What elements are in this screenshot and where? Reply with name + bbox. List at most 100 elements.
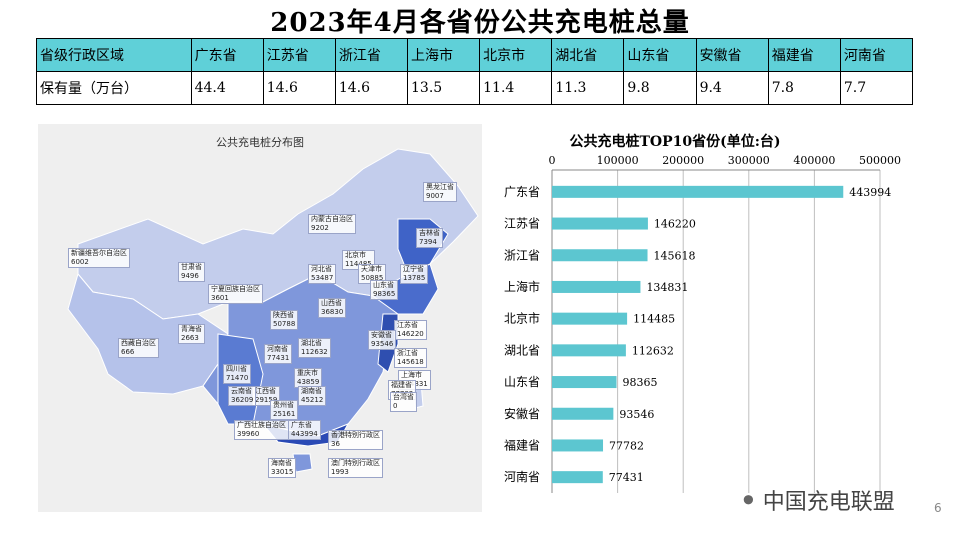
x-tick-label: 100000 (597, 154, 639, 167)
bar (552, 280, 641, 293)
map-label-name: 内蒙古自治区 (311, 215, 353, 223)
table-value-cell: 44.4 (190, 71, 264, 105)
category-label: 江苏省 (504, 217, 540, 231)
map-label-value: 45212 (301, 396, 324, 404)
distribution-map: 公共充电桩分布图 黑龙江省 9007 吉林省 7394 辽宁省 13785 内蒙古自治区 92… (38, 124, 482, 512)
map-label-value: 7394 (419, 238, 437, 246)
map-label-value: 43859 (297, 378, 320, 386)
table-value-cell: 11.3 (551, 71, 625, 105)
bar (552, 471, 603, 484)
map-label-name: 安徽省 (371, 331, 392, 339)
top10-bar-chart: 公共充电桩TOP10省份(单位:台) 0 100000 200000 300000 400… (504, 133, 901, 493)
data-label: 443994 (849, 186, 891, 199)
map-label: 山东省 98365 (370, 280, 399, 300)
map-label-value: 36830 (321, 308, 344, 316)
map-label-value: 3601 (211, 294, 229, 302)
table-row-label: 保有量（万台） (36, 71, 192, 105)
table-value-cell: 11.4 (479, 71, 553, 105)
map-label-name: 重庆市 (297, 369, 318, 377)
map-label-name: 辽宁省 (403, 265, 424, 273)
map-label-name: 湖南省 (301, 387, 322, 395)
category-label: 浙江省 (504, 248, 540, 262)
map-label-value: 9202 (311, 224, 329, 232)
data-label: 134831 (646, 281, 688, 294)
watermark: ⚫ 中国充电联盟 (740, 484, 895, 516)
map-label: 湖北省 112632 (298, 338, 331, 358)
map-label: 宁夏回族自治区 3601 (208, 284, 263, 304)
map-label: 贵州省 25161 (270, 400, 299, 420)
map-label-name: 山东省 (373, 281, 394, 289)
table-header-cell: 广东省 (190, 38, 264, 72)
table-header-row: 省级行政区域 广东省 江苏省 浙江省 上海市 北京市 湖北省 山东省 安徽省 福建省 河南省 (36, 38, 914, 72)
map-label-name: 澳门特别行政区 (331, 459, 380, 467)
map-label: 安徽省 93546 (368, 330, 397, 350)
table-value-cell: 14.6 (334, 71, 409, 105)
bar (552, 407, 614, 420)
map-label: 西藏自治区 666 (118, 338, 159, 358)
map-label: 山西省 36830 (318, 298, 347, 318)
category-label: 河南省 (504, 469, 540, 484)
table-header-cell: 湖北省 (551, 38, 625, 72)
map-label-value: 36209 (231, 396, 254, 404)
map-label-name: 宁夏回族自治区 (211, 285, 260, 293)
map-label-value: 77431 (267, 354, 290, 362)
table-value-row: 保有量（万台） 44.4 14.6 14.6 13.5 11.4 11.3 9.8 9.4 7.… (36, 71, 914, 105)
table-header-cell: 江苏省 (262, 38, 336, 72)
table-value-cell: 7.8 (767, 71, 841, 105)
map-label-name: 浙江省 (397, 349, 418, 357)
map-label-name: 云南省 (231, 387, 252, 395)
bar (552, 439, 604, 452)
map-label-value: 36 (331, 440, 340, 448)
map-label-name: 上海市 (401, 371, 422, 379)
table-header-label: 省级行政区域 (36, 38, 192, 72)
map-label-name: 湖北省 (301, 339, 322, 347)
map-label: 内蒙古自治区 9202 (308, 214, 356, 234)
map-label-name: 山西省 (321, 299, 342, 307)
map-label-value: 50788 (273, 320, 296, 328)
map-label-name: 台湾省 (393, 393, 414, 401)
map-label-value: 25161 (273, 410, 296, 418)
data-label: 77431 (609, 471, 644, 484)
wechat-icon: ⚫ (740, 488, 757, 512)
category-label: 安徽省 (504, 406, 540, 421)
x-tick-label: 0 (549, 154, 556, 167)
x-tick-label: 500000 (859, 154, 901, 167)
map-label-name: 河南省 (267, 345, 288, 353)
data-label: 77782 (609, 439, 644, 452)
map-label-value: 29159 (255, 396, 278, 404)
data-label: 146220 (654, 218, 696, 231)
x-tick-label: 400000 (793, 154, 835, 167)
map-label-value: 112632 (301, 348, 328, 356)
data-label: 112632 (632, 344, 674, 357)
map-label: 吉林省 7394 (416, 228, 443, 248)
map-label-value: 13785 (403, 274, 426, 282)
bar (552, 217, 648, 230)
map-label: 广东省 443994 (288, 420, 321, 440)
table-value-cell: 7.7 (839, 71, 914, 105)
map-label: 甘肃省 9496 (178, 262, 205, 282)
map-label-name: 江西省 (255, 387, 276, 395)
map-label-value: 50885 (361, 274, 384, 282)
data-label: 114485 (633, 313, 675, 326)
table-header-cell: 浙江省 (334, 38, 409, 72)
stock-table: 省级行政区域 广东省 江苏省 浙江省 上海市 北京市 湖北省 山东省 安徽省 福建省 河南省 保有… (36, 38, 914, 105)
map-label-value: 39960 (237, 430, 260, 438)
map-label-value: 6002 (71, 258, 89, 266)
map-label-value: 93546 (371, 340, 394, 348)
bar (552, 376, 617, 389)
category-label: 广东省 (504, 185, 540, 199)
map-label-value: 71470 (226, 374, 249, 382)
map-label-value: 1993 (331, 468, 349, 476)
map-label: 江苏省 146220 (394, 320, 427, 340)
map-label-value: 146220 (397, 330, 424, 338)
map-label-value: 0 (393, 402, 398, 410)
map-label-name: 陕西省 (273, 311, 294, 319)
map-label-name: 西藏自治区 (121, 339, 156, 347)
category-label: 福建省 (504, 437, 540, 452)
map-label: 浙江省 145618 (394, 348, 427, 368)
map-label-name: 吉林省 (419, 229, 440, 237)
map-label-value: 145618 (397, 358, 424, 366)
map-label-value: 98365 (373, 290, 396, 298)
map-label-name: 海南省 (271, 459, 292, 467)
map-label-name: 香港特别行政区 (331, 431, 380, 439)
